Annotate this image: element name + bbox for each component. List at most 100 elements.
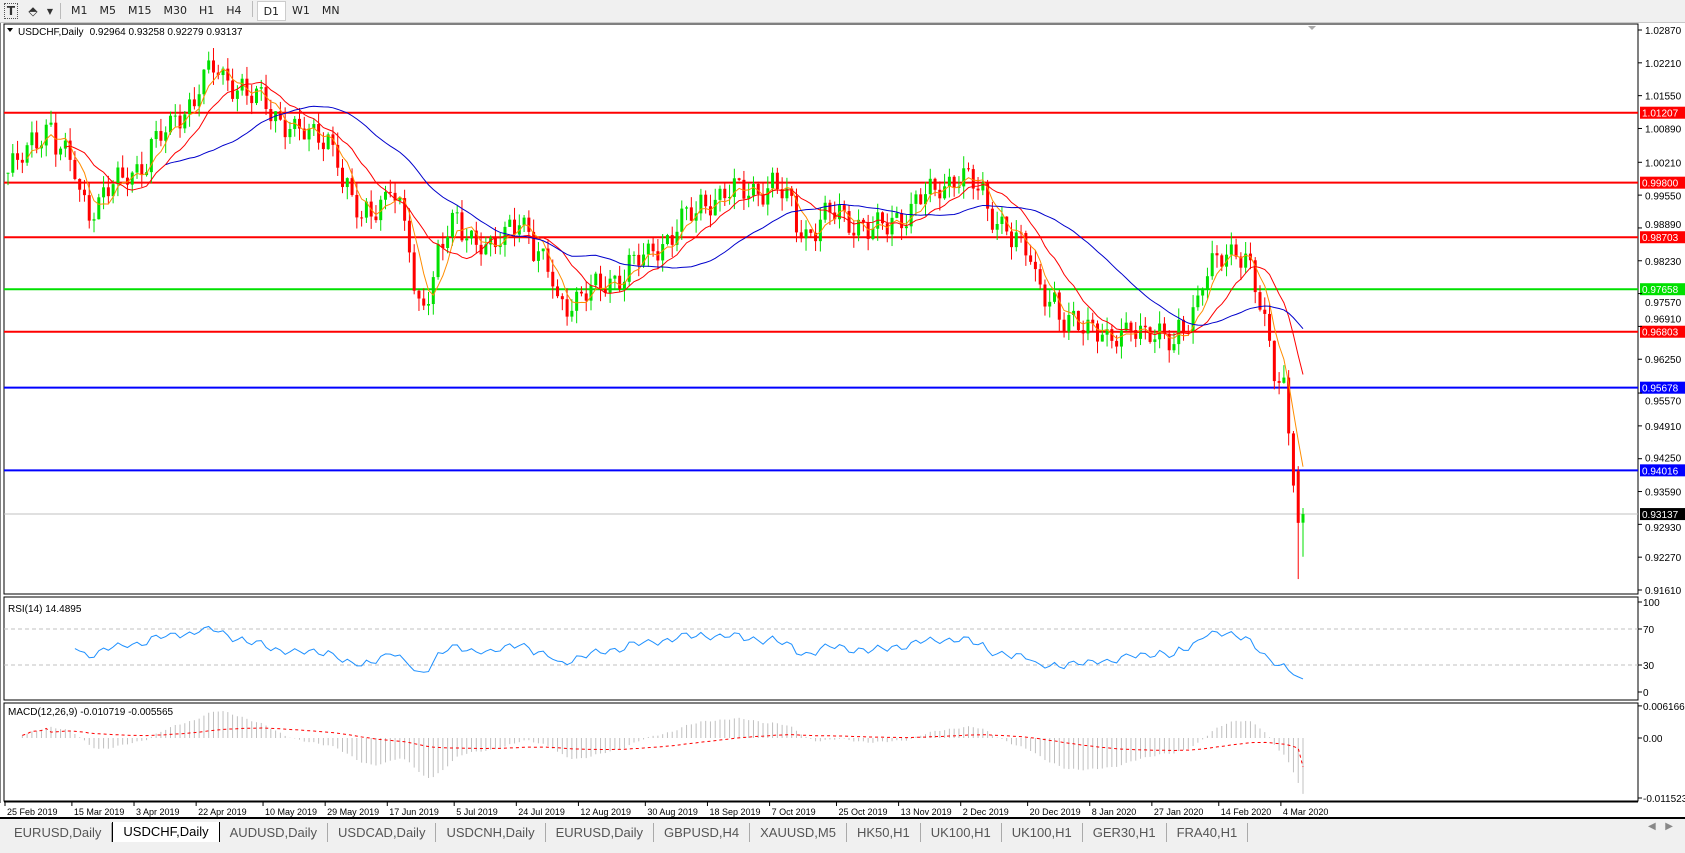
level-price-label: 0.94016 bbox=[1642, 466, 1679, 477]
date-axis-label: 27 Jan 2020 bbox=[1154, 807, 1204, 817]
chart-tab[interactable]: GBPUSD,H4 bbox=[654, 823, 751, 843]
candle-body bbox=[1191, 307, 1195, 332]
candle-body bbox=[685, 207, 689, 209]
candle-body bbox=[962, 168, 966, 187]
candle-body bbox=[613, 275, 617, 279]
candle-body bbox=[82, 189, 86, 196]
candle-body bbox=[890, 217, 894, 235]
candle-body bbox=[880, 212, 884, 224]
candle-body bbox=[900, 213, 904, 229]
chart-tab[interactable]: USDCNH,Daily bbox=[436, 823, 546, 843]
candle-body bbox=[1287, 377, 1291, 434]
moving-average-line-34 bbox=[165, 105, 1304, 330]
candle-body bbox=[407, 220, 411, 253]
candle-body bbox=[25, 145, 29, 163]
timeframe-h1[interactable]: H1 bbox=[199, 4, 215, 17]
chart-window[interactable]: 1.01207 0.99800 0.98703 0.97658 0.96803 0.956… bbox=[0, 23, 1685, 817]
timeframe-w1[interactable]: W1 bbox=[292, 4, 310, 17]
chart-tab[interactable]: UK100,H1 bbox=[921, 823, 1002, 843]
candle-body bbox=[1005, 216, 1009, 232]
dropdown-arrow-icon[interactable]: ▼ bbox=[46, 6, 54, 16]
chart-tab[interactable]: UK100,H1 bbox=[1002, 823, 1083, 843]
candle-body bbox=[1253, 260, 1257, 293]
candle-body bbox=[1000, 216, 1004, 224]
candle-body bbox=[197, 94, 201, 107]
date-axis-label: 3 Apr 2019 bbox=[136, 807, 180, 817]
price-axis-label: 0.94910 bbox=[1645, 422, 1682, 433]
candle-body bbox=[1129, 322, 1133, 331]
candle-body bbox=[1263, 309, 1267, 314]
price-axis-label: 0.95570 bbox=[1645, 397, 1682, 408]
candle-body bbox=[297, 118, 301, 129]
candle-body bbox=[1143, 325, 1147, 328]
moving-average-line-5 bbox=[26, 68, 1304, 467]
candle-body bbox=[307, 128, 311, 140]
scroll-right-icon[interactable]: ▶ bbox=[1665, 821, 1673, 832]
candle-body bbox=[1277, 381, 1281, 383]
timeframe-m30[interactable]: M30 bbox=[163, 4, 188, 17]
price-axis-label: 0.99550 bbox=[1645, 192, 1682, 203]
candle-body bbox=[785, 188, 789, 199]
candle-body bbox=[522, 217, 526, 226]
line-tools-icon[interactable]: ⬘ bbox=[28, 4, 38, 18]
symbol-label: USDCHF,Daily bbox=[18, 27, 84, 38]
candle-body bbox=[780, 189, 784, 199]
chart-tab[interactable]: XAUUSD,M5 bbox=[750, 823, 847, 843]
chart-tab[interactable]: HK50,H1 bbox=[847, 823, 921, 843]
candle-body bbox=[1062, 319, 1066, 332]
macd-signal-line bbox=[22, 727, 1304, 768]
candle-body bbox=[116, 167, 120, 185]
candle-body bbox=[1038, 269, 1042, 285]
timeframe-m5[interactable]: M5 bbox=[99, 4, 117, 17]
chart-tab[interactable]: EURUSD,Daily bbox=[4, 823, 113, 843]
candle-body bbox=[1172, 344, 1176, 351]
candle-body bbox=[192, 99, 196, 107]
chart-tab[interactable]: USDCAD,Daily bbox=[328, 823, 437, 843]
price-axis-label: 0.98230 bbox=[1645, 257, 1682, 268]
chart-tab[interactable]: AUDUSD,Daily bbox=[220, 823, 329, 843]
candle-body bbox=[1024, 233, 1028, 256]
candle-body bbox=[651, 243, 655, 252]
timeframe-m15[interactable]: M15 bbox=[128, 4, 152, 17]
candle-body bbox=[857, 219, 861, 236]
candle-body bbox=[1100, 334, 1104, 342]
candle-body bbox=[675, 231, 679, 245]
chart-tab[interactable]: EURUSD,Daily bbox=[546, 823, 654, 843]
candle-body bbox=[943, 186, 947, 199]
candle-body bbox=[551, 271, 555, 287]
scroll-left-icon[interactable]: ◀ bbox=[1648, 821, 1656, 832]
candle-body bbox=[618, 275, 622, 290]
candle-body bbox=[670, 235, 674, 245]
candle-body bbox=[1115, 340, 1119, 347]
timeframe-m1[interactable]: M1 bbox=[71, 4, 88, 17]
chart-tab[interactable]: GER30,H1 bbox=[1083, 823, 1167, 843]
candle-body bbox=[1205, 276, 1209, 289]
chart-tab[interactable]: USDCHF,Daily bbox=[112, 822, 220, 843]
candle-body bbox=[1196, 295, 1200, 308]
candle-body bbox=[608, 278, 612, 293]
text-tool-icon[interactable]: T bbox=[0, 1, 22, 21]
candle-body bbox=[747, 195, 751, 199]
candle-body bbox=[914, 194, 918, 204]
candle-body bbox=[140, 164, 144, 176]
candle-body bbox=[584, 293, 588, 301]
candle-body bbox=[794, 195, 798, 233]
candle-body bbox=[393, 192, 397, 201]
candle-body bbox=[680, 208, 684, 232]
candle-body bbox=[78, 178, 82, 190]
candle-body bbox=[455, 212, 459, 214]
rsi-label: RSI(14) 14.4895 bbox=[8, 604, 82, 615]
timeframe-mn[interactable]: MN bbox=[321, 4, 340, 17]
candle-body bbox=[589, 285, 593, 301]
timeframe-h4[interactable]: H4 bbox=[226, 4, 242, 17]
candle-body bbox=[536, 251, 540, 261]
candle-body bbox=[632, 254, 636, 256]
chart-tab[interactable]: FRA40,H1 bbox=[1167, 823, 1249, 843]
timeframe-d1[interactable]: D1 bbox=[256, 1, 287, 21]
date-axis-label: 15 Mar 2019 bbox=[74, 807, 125, 817]
candle-body bbox=[575, 291, 579, 311]
candle-body bbox=[579, 291, 583, 294]
date-axis-label: 10 May 2019 bbox=[265, 807, 317, 817]
candle-body bbox=[102, 187, 106, 198]
main-pane bbox=[3, 23, 1639, 595]
